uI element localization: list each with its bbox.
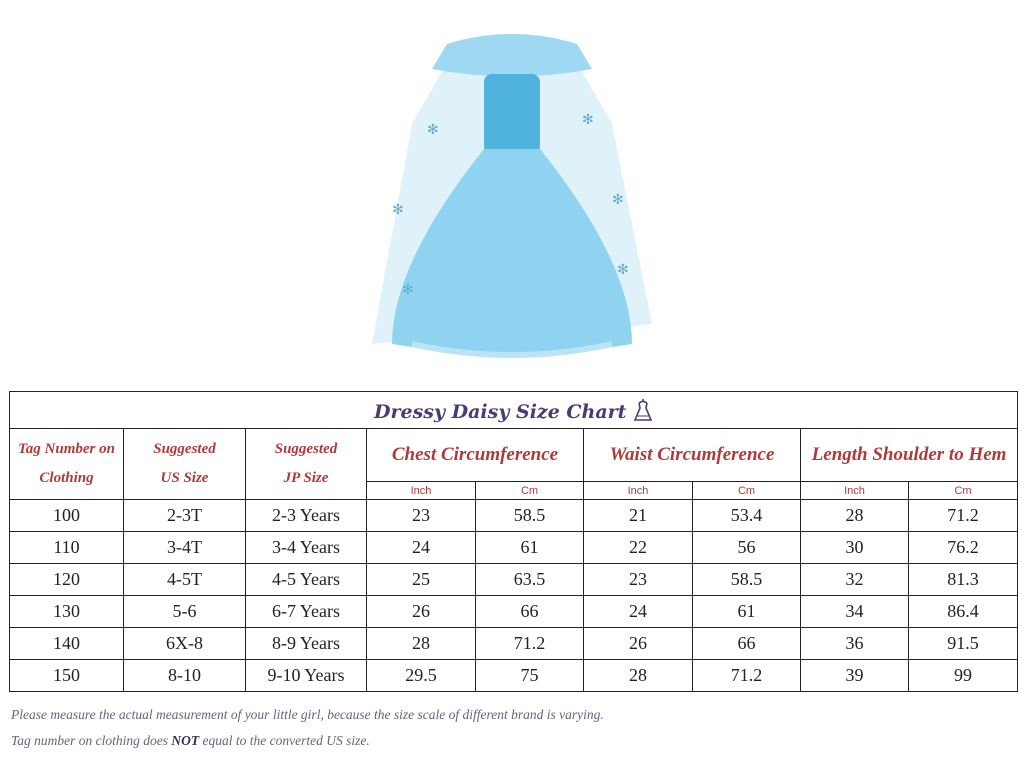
table-cell: 32 — [800, 563, 909, 596]
header-jp-size: Suggested JP Size — [245, 428, 367, 500]
table-cell: 3-4T — [123, 531, 246, 564]
table-cell: 120 — [9, 563, 124, 596]
table-cell: 22 — [583, 531, 693, 564]
table-cell: 8-9 Years — [245, 627, 367, 660]
table-cell: 6-7 Years — [245, 595, 367, 628]
header-tag: Tag Number on Clothing — [9, 428, 124, 500]
header-waist: Waist Circumference — [583, 428, 801, 482]
table-cell: 63.5 — [475, 563, 584, 596]
table-cell: 140 — [9, 627, 124, 660]
note-tag-bold: NOT — [171, 733, 200, 748]
unit-inch: Inch — [800, 481, 909, 500]
table-cell: 53.4 — [692, 499, 801, 532]
table-cell: 21 — [583, 499, 693, 532]
unit-inch: Inch — [366, 481, 476, 500]
table-row: 100 2-3T 2-3 Years 23 58.5 21 53.4 28 71.2 — [9, 499, 1019, 532]
table-cell: 110 — [9, 531, 124, 564]
table-cell: 29.5 — [366, 659, 476, 692]
table-cell: 24 — [366, 531, 476, 564]
svg-text:✻: ✻ — [582, 112, 594, 128]
table-cell: 26 — [366, 595, 476, 628]
table-cell: 91.5 — [907, 627, 1019, 660]
table-row: 140 6X-8 8-9 Years 28 71.2 26 66 36 91.5 — [9, 627, 1019, 660]
table-cell: 76.2 — [907, 531, 1019, 564]
table-cell: 75 — [475, 659, 584, 692]
note-tag-text-end: equal to the converted US size. — [199, 733, 370, 748]
note-tag: Tag number on clothing does NOT equal to… — [11, 733, 370, 749]
table-cell: 23 — [583, 563, 693, 596]
table-cell: 24 — [583, 595, 693, 628]
chart-title: Dressy Daisy Size Chart — [8, 391, 1019, 429]
table-cell: 100 — [9, 499, 124, 532]
table-cell: 34 — [800, 595, 909, 628]
table-cell: 58.5 — [692, 563, 801, 596]
table-cell: 81.3 — [907, 563, 1019, 596]
table-cell: 2-3T — [123, 499, 246, 532]
table-cell: 30 — [800, 531, 909, 564]
dress-product-image: ✻ ✻ ✻ ✻ ✻ ✻ — [372, 34, 652, 358]
table-cell: 23 — [366, 499, 476, 532]
table-cell: 26 — [583, 627, 693, 660]
table-cell: 71.2 — [475, 627, 584, 660]
svg-text:✻: ✻ — [392, 202, 404, 218]
note-measure: Please measure the actual measurement of… — [11, 707, 604, 722]
table-cell: 150 — [9, 659, 124, 692]
table-cell: 66 — [692, 627, 801, 660]
table-cell: 2-3 Years — [245, 499, 367, 532]
svg-text:✻: ✻ — [427, 122, 439, 138]
table-cell: 39 — [800, 659, 909, 692]
dress-hanger-icon — [633, 398, 653, 421]
table-cell: 4-5T — [123, 563, 246, 596]
table-cell: 99 — [907, 659, 1019, 692]
table-row: 150 8-10 9-10 Years 29.5 75 28 71.2 39 99 — [9, 659, 1019, 692]
table-cell: 61 — [475, 531, 584, 564]
chart-title-text: Dressy Daisy Size Chart — [374, 400, 627, 423]
table-row: 120 4-5T 4-5 Years 25 63.5 23 58.5 32 81.3 — [9, 563, 1019, 596]
table-cell: 61 — [692, 595, 801, 628]
table-cell: 28 — [583, 659, 693, 692]
table-cell: 58.5 — [475, 499, 584, 532]
table-cell: 28 — [800, 499, 909, 532]
header-chest: Chest Circumference — [366, 428, 584, 482]
table-cell: 86.4 — [907, 595, 1019, 628]
table-cell: 71.2 — [907, 499, 1019, 532]
table-cell: 130 — [9, 595, 124, 628]
table-row: 130 5-6 6-7 Years 26 66 24 61 34 86.4 — [9, 595, 1019, 628]
note-tag-text: Tag number on clothing does — [11, 733, 172, 748]
table-cell: 28 — [366, 627, 476, 660]
size-chart-table: Dressy Daisy Size Chart Tag Number on Cl… — [8, 391, 1019, 692]
table-cell: 56 — [692, 531, 801, 564]
table-cell: 5-6 — [123, 595, 246, 628]
unit-cm: Cm — [692, 481, 801, 500]
table-cell: 3-4 Years — [245, 531, 367, 564]
unit-inch: Inch — [583, 481, 693, 500]
unit-cm: Cm — [475, 481, 584, 500]
svg-text:✻: ✻ — [402, 282, 414, 298]
table-cell: 6X-8 — [123, 627, 246, 660]
svg-text:✻: ✻ — [617, 262, 629, 278]
table-cell: 9-10 Years — [245, 659, 367, 692]
table-cell: 71.2 — [692, 659, 801, 692]
table-cell: 66 — [475, 595, 584, 628]
table-cell: 4-5 Years — [245, 563, 367, 596]
table-cell: 36 — [800, 627, 909, 660]
table-row: 110 3-4T 3-4 Years 24 61 22 56 30 76.2 — [9, 531, 1019, 564]
header-length: Length Shoulder to Hem — [799, 428, 1019, 482]
table-cell: 25 — [366, 563, 476, 596]
header-us-size: Suggested US Size — [123, 428, 246, 500]
table-cell: 8-10 — [123, 659, 246, 692]
svg-text:✻: ✻ — [612, 192, 624, 208]
unit-cm: Cm — [907, 481, 1019, 500]
